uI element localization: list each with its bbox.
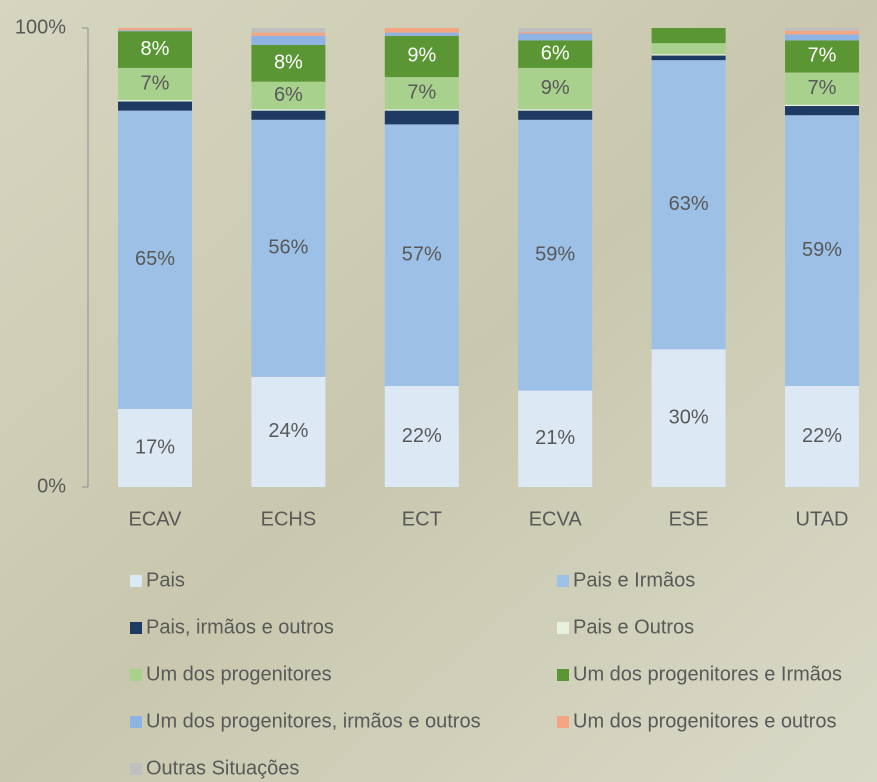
legend-swatch: [130, 763, 142, 775]
data-label: 9%: [541, 77, 570, 99]
bar-segment: [785, 106, 859, 115]
bar-segment: [251, 28, 325, 33]
legend-label: Pais, irmãos e outros: [146, 616, 334, 638]
bar-segment: [118, 101, 192, 110]
data-label: 59%: [802, 239, 842, 261]
data-label: 65%: [135, 248, 175, 270]
legend-swatch: [130, 575, 142, 587]
chart: 0% 100% ECAV 17% 65% 7% 8% ECHS 24% 56% 6% 8% ECT 22%…: [0, 0, 877, 782]
data-label: 8%: [274, 52, 303, 74]
data-label: 63%: [669, 193, 709, 215]
bar-segment: [385, 111, 459, 125]
data-label: 22%: [802, 425, 842, 447]
bar-segment: [385, 33, 459, 36]
bar-segment: [251, 36, 325, 45]
legend-swatch: [557, 669, 569, 681]
bar-segment: [518, 109, 592, 110]
data-label: 21%: [535, 427, 575, 449]
x-tick-label: ECT: [402, 508, 442, 530]
data-label: 7%: [808, 45, 837, 67]
bar-segment: [518, 34, 592, 41]
legend-label: Pais: [146, 569, 185, 591]
legend-label: Pais e Outros: [573, 616, 694, 638]
legend-label: Um dos progenitores e Irmãos: [573, 663, 842, 685]
data-label: 57%: [402, 243, 442, 265]
bar-segment: [785, 34, 859, 40]
data-label: 17%: [135, 436, 175, 458]
bar-segment: [652, 56, 726, 61]
data-label: 22%: [402, 425, 442, 447]
x-tick-label: ECVA: [529, 508, 583, 530]
data-label: 9%: [407, 45, 436, 67]
bar-segment: [785, 28, 859, 31]
bar-segment: [118, 100, 192, 101]
bar-segment: [652, 28, 726, 43]
bar-segment: [251, 109, 325, 110]
page: 0% 100% ECAV 17% 65% 7% 8% ECHS 24% 56% 6% 8% ECT 22%…: [0, 0, 877, 782]
data-label: 6%: [541, 42, 570, 64]
legend-label: Um dos progenitores, irmãos e outros: [146, 710, 481, 732]
data-label: 7%: [407, 81, 436, 103]
bar-segment: [785, 105, 859, 106]
bar-segment: [785, 31, 859, 35]
bar-segment: [118, 30, 192, 31]
bar-segment: [118, 28, 192, 30]
legend-swatch: [130, 716, 142, 728]
legend-swatch: [557, 622, 569, 634]
y-tick-label: 100%: [15, 16, 66, 38]
data-label: 56%: [268, 237, 308, 259]
legend-label: Pais e Irmãos: [573, 569, 695, 591]
legend-swatch: [130, 669, 142, 681]
y-tick-label: 0%: [37, 475, 66, 497]
x-tick-label: ECAV: [129, 508, 183, 530]
bar-segment: [251, 33, 325, 36]
data-label: 8%: [141, 38, 170, 60]
data-label: 30%: [669, 406, 709, 428]
bar-segment: [518, 32, 592, 33]
data-label: 6%: [274, 84, 303, 106]
bar-segment: [652, 54, 726, 55]
x-tick-label: ESE: [669, 508, 709, 530]
bar-segment: [385, 28, 459, 33]
x-tick-label: ECHS: [261, 508, 317, 530]
bar-segment: [518, 28, 592, 32]
data-label: 7%: [808, 77, 837, 99]
data-label: 7%: [141, 72, 170, 94]
bar-segment: [251, 111, 325, 120]
legend-label: Um dos progenitores: [146, 663, 332, 685]
legend-swatch: [557, 716, 569, 728]
bar-segment: [652, 43, 726, 54]
bar-segment: [385, 109, 459, 110]
bar-segment: [518, 111, 592, 120]
legend-swatch: [557, 575, 569, 587]
x-tick-label: UTAD: [796, 508, 849, 530]
legend-label: Um dos progenitores e outros: [573, 710, 836, 732]
legend-swatch: [130, 622, 142, 634]
legend-label: Outras Situações: [146, 757, 299, 779]
data-label: 59%: [535, 243, 575, 265]
data-label: 24%: [268, 420, 308, 442]
